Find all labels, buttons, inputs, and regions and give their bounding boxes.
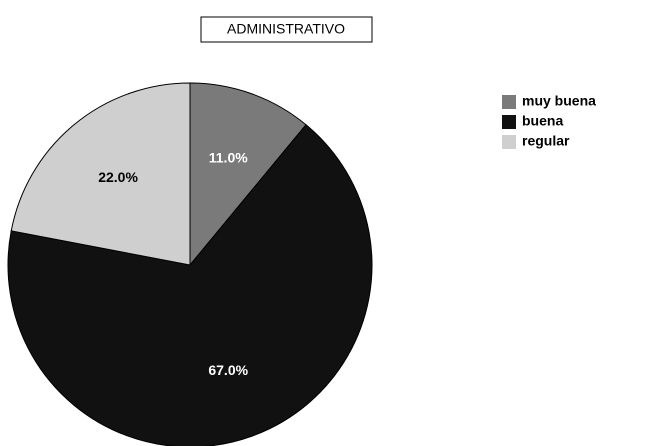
slice-label: 22.0% [98,169,138,185]
legend-swatch [502,115,516,129]
legend-label: regular [522,133,570,149]
pie-slice [189,82,307,267]
legend-label: muy buena [522,93,596,109]
legend-swatch [502,95,516,109]
legend-label: buena [522,113,563,129]
pie-slice [7,124,373,446]
legend-swatch [502,135,516,149]
slice-label: 11.0% [209,150,248,166]
slice-label: 67.0% [208,362,248,378]
pie-slice [10,82,191,266]
title-box [200,16,373,43]
chart-title: ADMINISTRATIVO [227,21,345,37]
